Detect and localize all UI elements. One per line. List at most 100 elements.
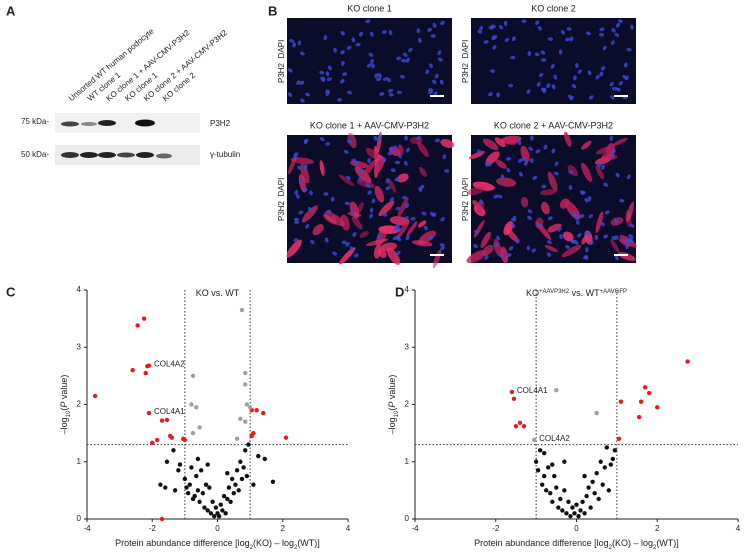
protein-point	[190, 430, 196, 436]
label-part: 10	[394, 410, 400, 417]
nucleus	[292, 42, 296, 48]
stain-label: DAPI	[277, 40, 286, 59]
nucleus	[405, 147, 410, 153]
nucleus	[560, 29, 566, 35]
protein-point	[203, 482, 209, 487]
p3h2-signal	[349, 160, 369, 168]
nucleus	[365, 183, 371, 188]
nucleus	[584, 231, 590, 236]
protein-point	[544, 488, 549, 493]
nucleus	[528, 146, 533, 152]
stain-label: DAPI	[277, 178, 286, 197]
protein-point	[586, 485, 591, 490]
label-part: 2	[294, 545, 298, 551]
nucleus	[324, 237, 329, 243]
nucleus	[626, 174, 631, 180]
protein-point	[552, 473, 557, 479]
nucleus	[395, 206, 401, 211]
nucleus	[551, 84, 556, 90]
nucleus	[427, 27, 432, 32]
protein-point	[225, 471, 230, 476]
x-tick-label: 4	[346, 524, 351, 533]
protein-point	[548, 491, 553, 496]
protein-point	[192, 493, 197, 499]
protein-point	[130, 367, 135, 373]
protein-point	[566, 499, 571, 505]
nucleus	[299, 51, 305, 56]
protein-point	[517, 420, 523, 426]
protein-point	[143, 370, 148, 376]
nucleus	[336, 98, 343, 102]
protein-point	[570, 505, 575, 510]
p3h2-signal	[562, 231, 574, 242]
chart-title: KO+AAVP3H2 vs. WT+AAVGFP	[526, 288, 627, 298]
nucleus	[352, 232, 357, 238]
nucleus	[340, 78, 345, 84]
protein-point	[238, 416, 243, 422]
p3h2-signal	[595, 146, 612, 155]
nucleus	[367, 190, 372, 195]
nucleus	[491, 35, 496, 41]
nucleus	[369, 59, 375, 64]
protein-point	[598, 459, 603, 464]
nucleus	[368, 52, 374, 57]
nucleus	[345, 241, 350, 247]
nucleus	[585, 247, 589, 253]
nucleus	[535, 20, 540, 26]
protein-point	[251, 430, 256, 436]
p3h2-signal	[480, 231, 491, 249]
nucleus	[369, 207, 374, 213]
protein-point	[546, 465, 551, 470]
protein-point	[564, 511, 569, 516]
nucleus	[531, 248, 537, 253]
nucleus	[325, 71, 330, 77]
nucleus	[595, 74, 600, 80]
nucleus	[403, 160, 408, 166]
nucleus	[504, 37, 510, 43]
p3h2-signal	[374, 185, 385, 203]
protein-point	[205, 462, 210, 467]
nucleus	[333, 47, 337, 53]
protein-point	[596, 496, 601, 502]
protein-point	[574, 502, 579, 507]
nucleus	[628, 239, 634, 244]
protein-point	[212, 513, 217, 519]
protein-point	[220, 508, 225, 513]
nucleus	[295, 193, 300, 199]
p3h2-signal	[567, 165, 578, 177]
nucleus	[389, 146, 394, 152]
x-axis-label: Protein abundance difference [log2(KO) –…	[115, 538, 320, 550]
protein-point	[146, 410, 152, 416]
nucleus	[496, 92, 501, 98]
nucleus	[379, 92, 385, 96]
p3h2-signal	[520, 196, 529, 208]
nucleus	[326, 77, 332, 82]
x-tick-label: 4	[736, 524, 741, 533]
nucleus	[614, 218, 619, 224]
nucleus	[403, 216, 409, 221]
protein-point	[604, 445, 609, 450]
p3h2-signal	[301, 205, 318, 223]
image-title: KO clone 1	[347, 3, 392, 13]
nucleus	[564, 245, 570, 249]
nucleus	[508, 246, 514, 251]
p3h2-signal	[541, 201, 550, 215]
nucleus	[625, 243, 629, 250]
p3h2-signal	[339, 247, 356, 265]
protein-point	[187, 482, 192, 487]
protein-point	[539, 482, 545, 487]
nucleus	[538, 72, 544, 78]
nucleus	[294, 220, 300, 225]
p3h2-signal	[300, 163, 310, 184]
nucleus	[609, 81, 614, 87]
protein-point	[600, 482, 605, 487]
protein-point	[205, 508, 210, 513]
volcano-plot: -4 -2 0 2 4 0 1 2 3 4 COL4A2 COL4A1 KO vs. WT Protein…	[59, 285, 350, 550]
band	[80, 152, 98, 158]
p3h2-signal	[581, 140, 592, 150]
nucleus	[398, 153, 402, 159]
p3h2-signal	[595, 165, 605, 180]
nucleus	[618, 80, 624, 86]
nucleus	[368, 213, 374, 219]
protein-point	[135, 323, 140, 328]
